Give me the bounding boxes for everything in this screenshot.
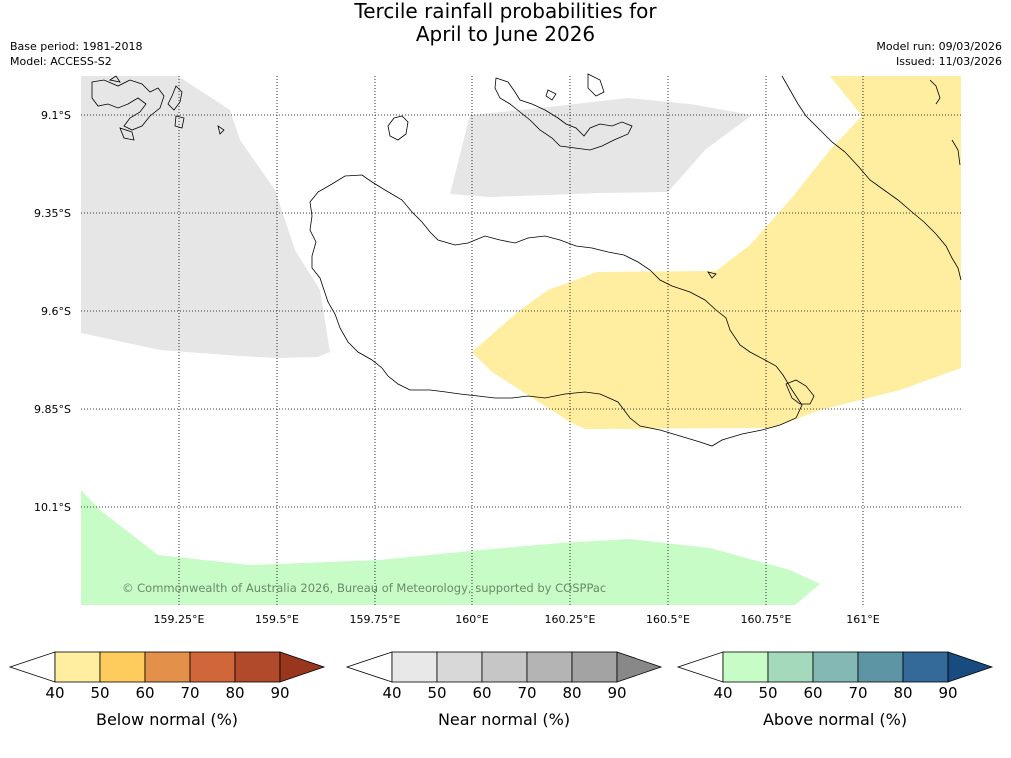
coastline-northwest-islands xyxy=(91,75,225,141)
cb-above-tick: 40 xyxy=(713,684,733,702)
meta-right: Model run: 09/03/2026 Issued: 11/03/2026 xyxy=(876,39,1002,69)
colorbar-extend-low xyxy=(8,651,56,683)
colorbar-label-near: Near normal (%) xyxy=(437,710,571,729)
cb-near-tick: 70 xyxy=(517,684,537,702)
issued-text: Issued: 11/03/2026 xyxy=(895,55,1002,68)
colorbar-swatch xyxy=(767,651,814,683)
model-run-text: Model run: 09/03/2026 xyxy=(876,40,1002,53)
colorbar-above-normal xyxy=(676,651,994,683)
colorbar-swatch xyxy=(812,651,859,683)
map-title: Tercile rainfall probabilities for April… xyxy=(0,0,1011,46)
cb-near-tick: 60 xyxy=(472,684,492,702)
lon-labels: 159.25°E 159.5°E 159.75°E 160°E 160.25°E… xyxy=(154,613,880,626)
lat-label: 10.1°S xyxy=(34,501,71,514)
colorbar-swatch xyxy=(436,651,483,683)
cb-near-tick: 90 xyxy=(607,684,627,702)
colorbar-swatch xyxy=(526,651,573,683)
coastline-main-island xyxy=(309,174,803,447)
colorbar-swatch xyxy=(144,651,191,683)
colorbar-swatch xyxy=(481,651,528,683)
coastline-small-island xyxy=(387,115,409,141)
cb-below-tick: 70 xyxy=(180,684,200,702)
probability-regions xyxy=(81,76,961,605)
near-normal-region-north xyxy=(450,98,752,197)
cb-above-tick: 50 xyxy=(758,684,778,702)
colorbar-swatch xyxy=(902,651,949,683)
colorbar-extend-high xyxy=(947,651,994,683)
colorbar-extend-high xyxy=(616,651,663,683)
coastline-north-islands xyxy=(494,73,633,151)
cb-below-tick: 50 xyxy=(90,684,110,702)
lat-label: 9.35°S xyxy=(34,207,71,220)
lon-label: 159.25°E xyxy=(154,613,205,626)
lat-label: 9.1°S xyxy=(41,109,71,122)
above-normal-region xyxy=(81,490,820,605)
colorbar-swatch xyxy=(54,651,101,683)
coastlines xyxy=(91,73,962,447)
cb-below-tick: 80 xyxy=(225,684,245,702)
cb-above-tick: 70 xyxy=(848,684,868,702)
model-text: Model: ACCESS-S2 xyxy=(10,55,112,68)
colorbar-swatch xyxy=(99,651,146,683)
lon-label: 160°E xyxy=(455,613,488,626)
cb-near-tick: 40 xyxy=(382,684,402,702)
coastline-southeast-islands xyxy=(707,271,815,405)
below-normal-region xyxy=(472,76,961,429)
cb-below-tick: 40 xyxy=(45,684,65,702)
copyright-text: © Commonwealth of Australia 2026, Bureau… xyxy=(122,581,606,595)
lon-label: 160.25°E xyxy=(545,613,596,626)
cb-near-tick: 80 xyxy=(562,684,582,702)
colorbar-extend-high xyxy=(279,651,326,683)
colorbar-swatch xyxy=(391,651,438,683)
colorbar-swatch xyxy=(234,651,281,683)
near-normal-region-west xyxy=(81,76,330,358)
cb-above-tick: 60 xyxy=(803,684,823,702)
colorbar-swatch xyxy=(571,651,618,683)
coastline-east-island xyxy=(781,75,962,281)
lon-label: 160.5°E xyxy=(646,613,690,626)
colorbar-extend-low xyxy=(676,651,724,683)
cb-near-tick: 50 xyxy=(427,684,447,702)
lat-labels: 9.1°S 9.35°S 9.6°S 9.85°S 10.1°S xyxy=(34,109,71,514)
colorbar-label-above: Above normal (%) xyxy=(762,710,908,729)
colorbar-swatch xyxy=(189,651,236,683)
colorbar-below-normal xyxy=(8,651,326,683)
cb-above-tick: 90 xyxy=(938,684,958,702)
cb-above-tick: 80 xyxy=(893,684,913,702)
lon-label: 160.75°E xyxy=(741,613,792,626)
base-period-text: Base period: 1981-2018 xyxy=(10,40,143,53)
lon-label: 159.75°E xyxy=(350,613,401,626)
lat-label: 9.6°S xyxy=(41,305,71,318)
title-line-1: Tercile rainfall probabilities for xyxy=(354,0,657,23)
colorbar-label-below: Below normal (%) xyxy=(95,710,239,729)
meta-left: Base period: 1981-2018 Model: ACCESS-S2 xyxy=(10,39,142,69)
graticule xyxy=(81,76,961,605)
colorbar-extend-low xyxy=(345,651,393,683)
title-line-2: April to June 2026 xyxy=(415,22,596,46)
colorbar-swatch xyxy=(857,651,904,683)
lon-label: 159.5°E xyxy=(255,613,299,626)
lon-label: 161°E xyxy=(846,613,879,626)
cb-below-tick: 60 xyxy=(135,684,155,702)
colorbar-near-normal xyxy=(345,651,663,683)
colorbar-swatch xyxy=(722,651,769,683)
cb-below-tick: 90 xyxy=(270,684,290,702)
lat-label: 9.85°S xyxy=(34,403,71,416)
